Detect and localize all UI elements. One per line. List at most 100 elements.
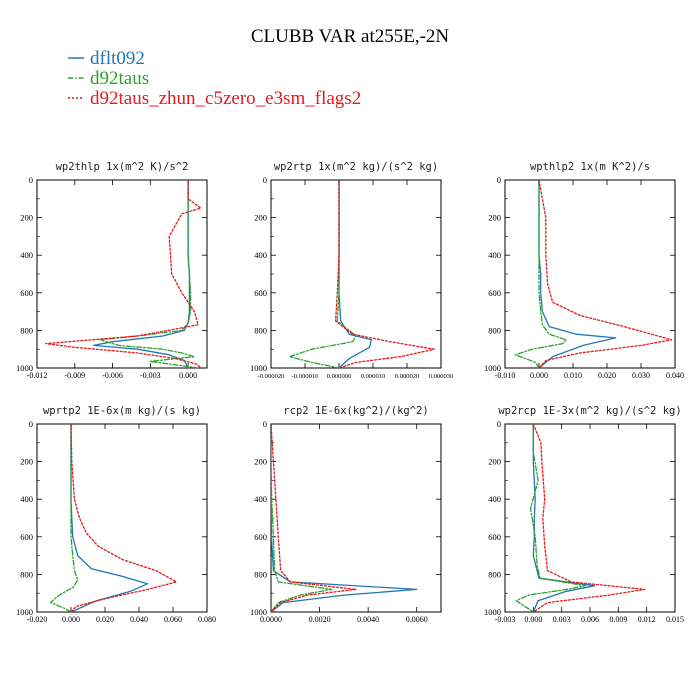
legend: dflt092 d92taus d92taus_zhun_c5zero_e3sm… — [68, 48, 361, 109]
legend-label: d92taus — [90, 68, 149, 89]
panel-title: wp2rtp 1x(m^2 kg)/(s^2 kg) — [274, 161, 438, 173]
y-tick-label: 0 — [29, 419, 33, 429]
y-tick-label: 600 — [20, 288, 33, 298]
x-tick-label: 0.000 — [524, 615, 542, 624]
y-tick-label: 800 — [254, 325, 267, 335]
y-tick-label: 800 — [20, 569, 33, 579]
series-line-d92taus — [514, 180, 567, 368]
series-line-d92taus-zhun-c5zero-e3sm-flags2 — [70, 424, 178, 612]
x-tick-label: -0.020 — [27, 615, 48, 624]
y-tick-label: 600 — [488, 288, 501, 298]
x-tick-label: 0.012 — [638, 615, 656, 624]
x-tick-label: -0.003 — [140, 371, 161, 380]
x-tick-label: 0.040 — [130, 615, 148, 624]
x-tick-label: 0.030 — [632, 371, 650, 380]
legend-entry-d92taus: d92taus — [68, 68, 149, 89]
y-tick-label: 1000 — [250, 607, 267, 617]
y-tick-label: 600 — [254, 532, 267, 542]
plot-frame — [270, 179, 442, 369]
x-tick-label: 0.020 — [598, 371, 616, 380]
x-tick-label: 0.060 — [164, 615, 182, 624]
series-line-dflt092 — [93, 180, 191, 368]
x-tick-label: 0.040 — [666, 371, 684, 380]
x-tick-label: 0.020 — [96, 615, 114, 624]
x-tick-label: 0.015 — [666, 615, 684, 624]
figure-title: CLUBB VAR at255E,-2N — [251, 26, 450, 47]
y-tick-label: 200 — [20, 213, 33, 223]
y-tick-label: 400 — [488, 494, 501, 504]
x-tick-label: -0.009 — [64, 371, 85, 380]
legend-entry-d92taus-zhun: d92taus_zhun_c5zero_e3sm_flags2 — [68, 88, 361, 109]
series-group — [289, 180, 435, 368]
panel-2: wp2rtp 1x(m^2 kg)/(s^2 kg) 0 200 400 600 800 1… — [250, 161, 454, 380]
series-line-d92taus — [289, 180, 357, 368]
panel-6: wp2rcp 1E-3x(m^2 kg)/(s^2 kg) 0 200 400 600 8… — [484, 405, 684, 624]
panel-title: rcp2 1E-6x(kg^2)/(kg^2) — [283, 405, 428, 417]
plot-frame — [504, 179, 676, 369]
x-tick-label: 0.000010 — [361, 373, 386, 380]
y-tick-label: 600 — [254, 288, 267, 298]
panel-title: wp2thlp 1x(m^2 K)/s^2 — [56, 161, 189, 173]
panel-title: wpthlp2 1x(m K^2)/s — [530, 161, 650, 173]
y-tick-label: 400 — [20, 250, 33, 260]
y-tick-label: 0 — [497, 419, 501, 429]
series-line-d92taus — [49, 424, 79, 612]
y-tick-label: 400 — [20, 494, 33, 504]
x-tick-label: 0.0060 — [406, 615, 428, 624]
x-tick-label: 0.0020 — [309, 615, 331, 624]
y-tick-label: 200 — [20, 457, 33, 467]
y-tick-label: 1000 — [16, 363, 33, 373]
series-line-d92taus-zhun-c5zero-e3sm-flags2 — [532, 424, 646, 612]
plot-frame — [36, 423, 208, 613]
plot-frame — [36, 179, 208, 369]
x-tick-label: 0.000 — [530, 371, 548, 380]
y-tick-label: 800 — [488, 325, 501, 335]
x-tick-label: 0.003 — [553, 615, 571, 624]
x-tick-label: 0.000 — [62, 615, 80, 624]
y-tick-label: 200 — [488, 457, 501, 467]
x-tick-label: 0.000030 — [429, 373, 454, 380]
y-tick-label: 800 — [254, 569, 267, 579]
y-tick-label: 600 — [20, 532, 33, 542]
panel-4: wprtp2 1E-6x(m kg)/(s kg) 0 200 400 600 800 10… — [16, 405, 216, 624]
x-tick-label: -0.000010 — [292, 373, 320, 380]
series-line-d92taus — [99, 180, 199, 368]
series-line-d92taus — [271, 424, 333, 612]
y-tick-label: 0 — [497, 175, 501, 185]
y-tick-label: 0 — [263, 419, 267, 429]
x-tick-label: -0.006 — [102, 371, 123, 380]
panel-title: wp2rcp 1E-3x(m^2 kg)/(s^2 kg) — [498, 405, 681, 417]
x-tick-label: 0.000 — [179, 371, 197, 380]
y-tick-label: 400 — [254, 250, 267, 260]
x-tick-label: -0.010 — [495, 371, 516, 380]
series-group — [45, 180, 202, 368]
series-group — [271, 424, 418, 612]
x-tick-label: 0.000020 — [395, 373, 420, 380]
x-tick-label: 0.080 — [198, 615, 216, 624]
series-line-dflt092 — [532, 424, 596, 612]
y-tick-label: 200 — [254, 213, 267, 223]
y-tick-label: 400 — [254, 494, 267, 504]
series-group — [514, 180, 673, 368]
y-tick-label: 200 — [488, 213, 501, 223]
panel-title: wprtp2 1E-6x(m kg)/(s kg) — [43, 405, 201, 417]
y-tick-label: 1000 — [16, 607, 33, 617]
x-tick-label: 0.009 — [609, 615, 627, 624]
series-line-dflt092 — [271, 424, 418, 612]
y-tick-label: 1000 — [484, 363, 501, 373]
series-line-dflt092 — [338, 180, 372, 368]
y-tick-label: 1000 — [250, 363, 267, 373]
series-group — [49, 424, 178, 612]
x-tick-label: -0.012 — [27, 371, 48, 380]
series-line-d92taus-zhun-c5zero-e3sm-flags2 — [538, 180, 673, 368]
x-tick-label: 0.0040 — [357, 615, 379, 624]
panel-3: wpthlp2 1x(m K^2)/s 0 200 400 600 800 1000-0.0… — [484, 161, 684, 380]
y-tick-label: 200 — [254, 457, 267, 467]
series-line-d92taus-zhun-c5zero-e3sm-flags2 — [334, 180, 435, 368]
y-tick-label: 1000 — [484, 607, 501, 617]
series-group — [515, 424, 646, 612]
y-tick-label: 0 — [263, 175, 267, 185]
legend-label: dflt092 — [90, 48, 145, 69]
x-tick-label: 0.006 — [581, 615, 599, 624]
